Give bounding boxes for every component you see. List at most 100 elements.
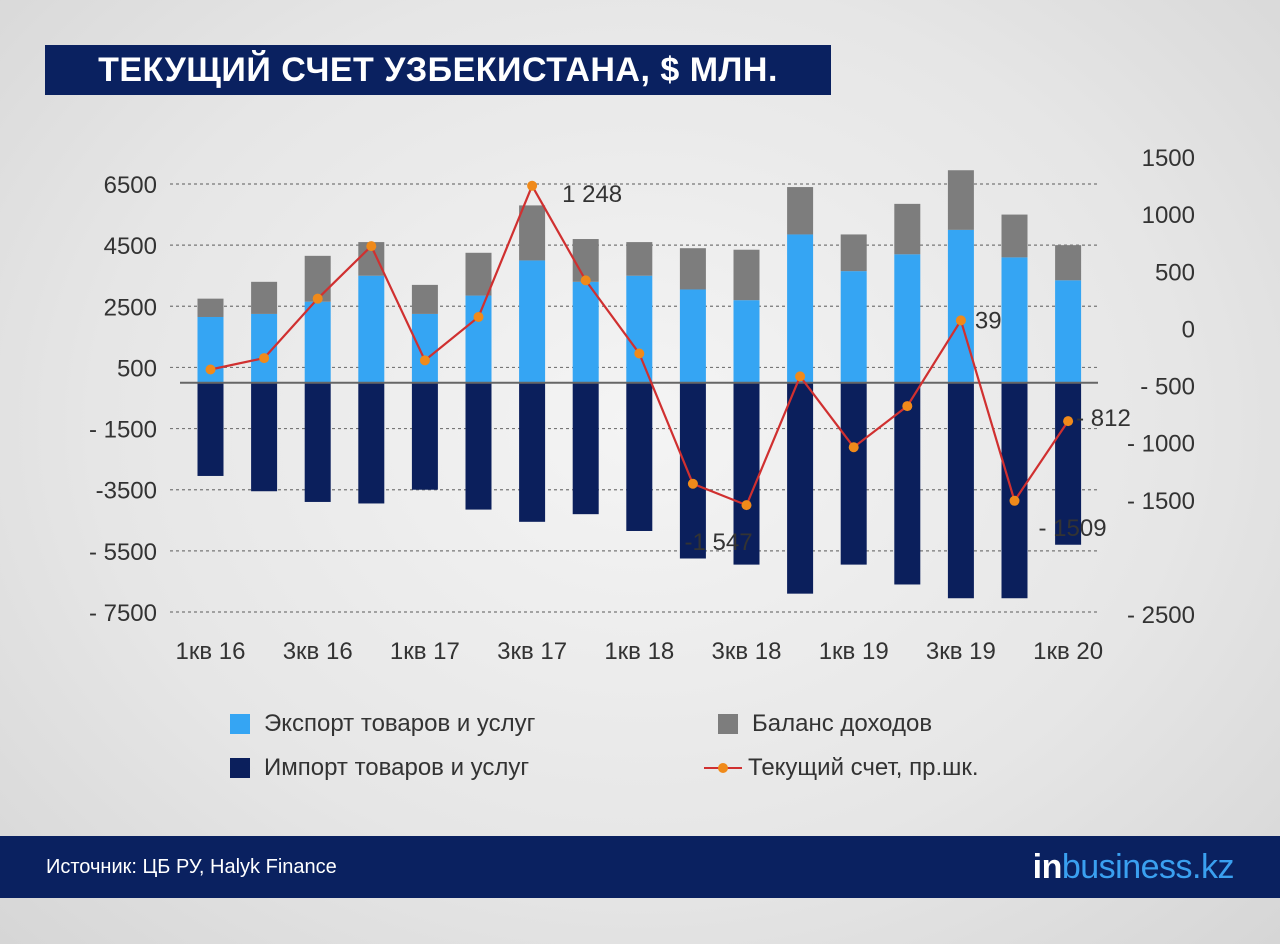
- income-bar: [411, 284, 438, 314]
- export-bar: [572, 281, 599, 383]
- logo-in: in: [1032, 847, 1063, 886]
- import-bar: [251, 382, 278, 492]
- right-axis-tick-label: 1500: [1142, 145, 1195, 172]
- right-axis-tick-label: - 1500: [1127, 488, 1195, 515]
- left-axis-tick-label: 2500: [104, 294, 157, 321]
- data-label: - 812: [1076, 405, 1131, 432]
- legend-line-marker-icon: [704, 758, 742, 778]
- current-account-point: [259, 353, 270, 364]
- left-axis-tick-label: -3500: [96, 478, 157, 505]
- legend-item-current: Текущий счет, пр.шк.: [704, 754, 979, 782]
- x-axis-tick-label: 3кв 17: [497, 638, 567, 665]
- logo-rest: business.kz: [1061, 847, 1235, 886]
- current-account-point: [473, 311, 484, 322]
- current-account-point: [795, 371, 806, 382]
- export-bar: [894, 254, 921, 383]
- current-account-point: [634, 348, 645, 359]
- source-text: Источник: ЦБ РУ, Halyk Finance: [46, 855, 337, 878]
- legend-label-income: Баланс доходов: [752, 710, 933, 737]
- import-bar: [411, 382, 438, 490]
- current-account-point: [580, 275, 591, 286]
- income-bar: [465, 252, 492, 296]
- current-account-point: [527, 180, 538, 191]
- left-axis-tick-label: - 5500: [89, 539, 157, 566]
- x-axis-tick-label: 3кв 18: [712, 638, 782, 665]
- export-bar: [733, 300, 760, 383]
- legend-item-import: Импорт товаров и услуг: [230, 754, 529, 782]
- left-axis-tick-label: 500: [117, 355, 157, 382]
- right-axis-tick-label: - 2500: [1127, 602, 1195, 629]
- x-axis-tick-label: 3кв 16: [283, 638, 353, 665]
- import-bar: [840, 382, 867, 565]
- left-axis-tick-label: 6500: [104, 172, 157, 199]
- export-bar: [679, 289, 706, 383]
- current-account-point: [419, 355, 430, 366]
- legend-label-export: Экспорт товаров и услуг: [264, 710, 536, 737]
- chart-title: ТЕКУЩИЙ СЧЕТ УЗБЕКИСТАНА, $ МЛН.: [45, 45, 831, 95]
- legend-swatch-export-icon: [230, 714, 250, 734]
- right-axis-tick-label: 1000: [1142, 202, 1195, 229]
- income-bar: [1055, 245, 1082, 281]
- x-axis-tick-label: 1кв 16: [176, 638, 246, 665]
- x-axis-tick-label: 1кв 17: [390, 638, 460, 665]
- x-axis-tick-label: 1кв 20: [1033, 638, 1103, 665]
- right-axis-tick-label: 500: [1155, 259, 1195, 286]
- income-bar: [1001, 214, 1028, 258]
- export-bar: [840, 271, 867, 383]
- import-bar: [894, 382, 921, 585]
- current-account-point: [687, 478, 698, 489]
- current-account-point: [366, 241, 377, 252]
- import-bar: [1055, 382, 1082, 545]
- legend-label-current: Текущий счет, пр.шк.: [748, 754, 979, 781]
- x-axis-tick-label: 3кв 19: [926, 638, 996, 665]
- export-bar: [1001, 257, 1028, 383]
- income-bar: [894, 203, 921, 255]
- current-account-point: [205, 364, 216, 375]
- export-bar: [787, 234, 814, 383]
- income-bar: [733, 249, 760, 301]
- legend-swatch-income-icon: [718, 714, 738, 734]
- import-bar: [947, 382, 974, 599]
- export-bar: [1055, 280, 1082, 383]
- footer-bar: Источник: ЦБ РУ, Halyk Finance inbusines…: [0, 836, 1280, 898]
- import-bar: [572, 382, 599, 515]
- x-axis-tick-label: 1кв 19: [819, 638, 889, 665]
- export-bar: [947, 229, 974, 383]
- income-bar: [679, 248, 706, 290]
- current-account-point: [741, 500, 752, 511]
- import-bar: [626, 382, 653, 531]
- brand-logo: inbusiness.kz: [1032, 847, 1235, 887]
- import-bar: [679, 382, 706, 559]
- right-axis-tick-label: - 500: [1140, 374, 1195, 401]
- export-bar: [626, 275, 653, 383]
- left-axis-tick-label: - 7500: [89, 600, 157, 627]
- export-bar: [465, 295, 492, 383]
- data-label: -1 547: [685, 529, 753, 556]
- income-bar: [947, 170, 974, 230]
- import-bar: [358, 382, 385, 504]
- chart-canvas: 6500 4500 2500 500 - 1500 -3500 - 5500 - 7500 15…: [89, 145, 1195, 665]
- import-bar: [465, 382, 492, 510]
- import-bar: [519, 382, 546, 522]
- data-label: 39: [975, 307, 1002, 334]
- income-bar: [787, 187, 814, 235]
- data-label: 1 248: [562, 181, 622, 208]
- current-account-point: [902, 401, 913, 412]
- left-axis-tick-label: - 1500: [89, 417, 157, 444]
- current-account-point: [848, 442, 859, 453]
- legend-item-export: Экспорт товаров и услуг: [230, 710, 535, 738]
- import-bar: [787, 382, 814, 594]
- income-bar: [840, 234, 867, 272]
- income-bar: [251, 281, 278, 314]
- legend-swatch-import-icon: [230, 758, 250, 778]
- income-bar: [626, 242, 653, 276]
- import-bar: [197, 382, 224, 476]
- right-axis-tick-label: 0: [1182, 316, 1195, 343]
- left-axis-tick-label: 4500: [104, 233, 157, 260]
- export-bar: [358, 275, 385, 383]
- export-bar: [411, 313, 438, 383]
- import-bar: [1001, 382, 1028, 599]
- income-bar: [197, 298, 224, 317]
- current-account-point: [955, 315, 966, 326]
- current-account-point: [1009, 495, 1020, 506]
